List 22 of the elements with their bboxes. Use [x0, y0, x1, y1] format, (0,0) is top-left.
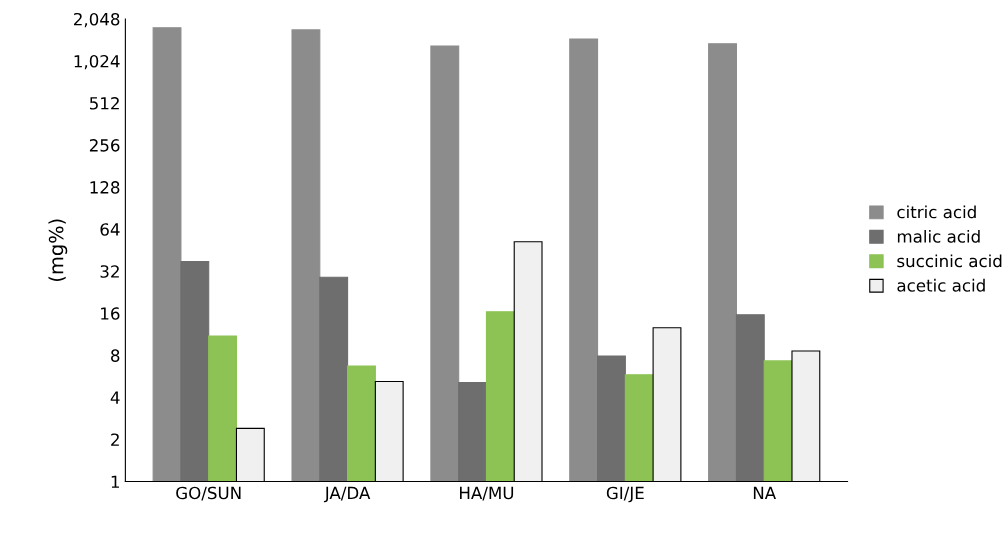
x-tick-label: GI/JE — [606, 486, 644, 503]
y-tick-label: 2 — [111, 433, 119, 446]
legend-label: citric acid — [897, 205, 976, 219]
x-tick-label: HA/MU — [460, 486, 514, 501]
y-tick-label: 32 — [100, 265, 119, 278]
y-tick-label: 2,048 — [74, 12, 120, 28]
y-tick-label: 8 — [111, 349, 120, 362]
y-tick-label: 1,024 — [74, 54, 120, 70]
x-tick-label: NA — [753, 486, 776, 500]
legend-label: malic acid — [897, 229, 980, 243]
y-tick-label: 16 — [101, 307, 120, 320]
y-axis-title: (mg%) — [48, 219, 68, 282]
legend-label: succinic acid — [897, 254, 1002, 268]
y-tick-label: 1 — [111, 475, 119, 488]
y-tick-label: 256 — [89, 139, 120, 152]
y-tick-label: 4 — [110, 391, 120, 404]
y-tick-label: 512 — [89, 97, 119, 110]
y-tick-label: 128 — [90, 181, 120, 194]
legend-label: acetic acid — [897, 278, 985, 292]
x-tick-label: JA/DA — [323, 486, 371, 503]
y-tick-label: 64 — [100, 223, 120, 236]
x-tick-label: GO/SUN — [176, 486, 241, 501]
